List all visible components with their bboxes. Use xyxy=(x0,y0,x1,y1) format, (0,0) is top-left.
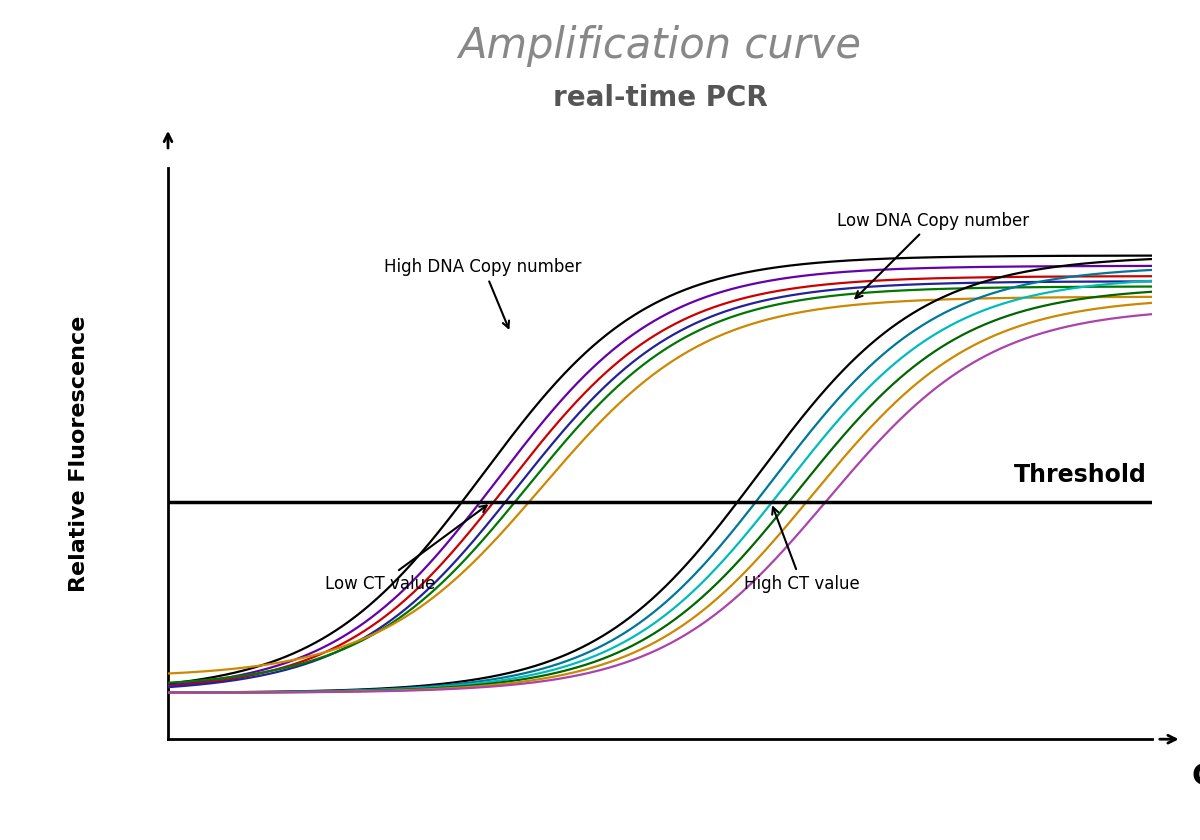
Text: Low CT value: Low CT value xyxy=(325,506,487,592)
Text: Threshold: Threshold xyxy=(1014,463,1147,487)
Text: Cycles: Cycles xyxy=(1192,762,1200,790)
Text: Low DNA Copy number: Low DNA Copy number xyxy=(838,212,1030,298)
Text: High DNA Copy number: High DNA Copy number xyxy=(384,258,582,328)
Text: Relative Fluorescence: Relative Fluorescence xyxy=(70,315,90,592)
Text: High CT value: High CT value xyxy=(744,507,859,592)
Text: real-time PCR: real-time PCR xyxy=(553,84,767,112)
Text: Amplification curve: Amplification curve xyxy=(458,25,862,67)
